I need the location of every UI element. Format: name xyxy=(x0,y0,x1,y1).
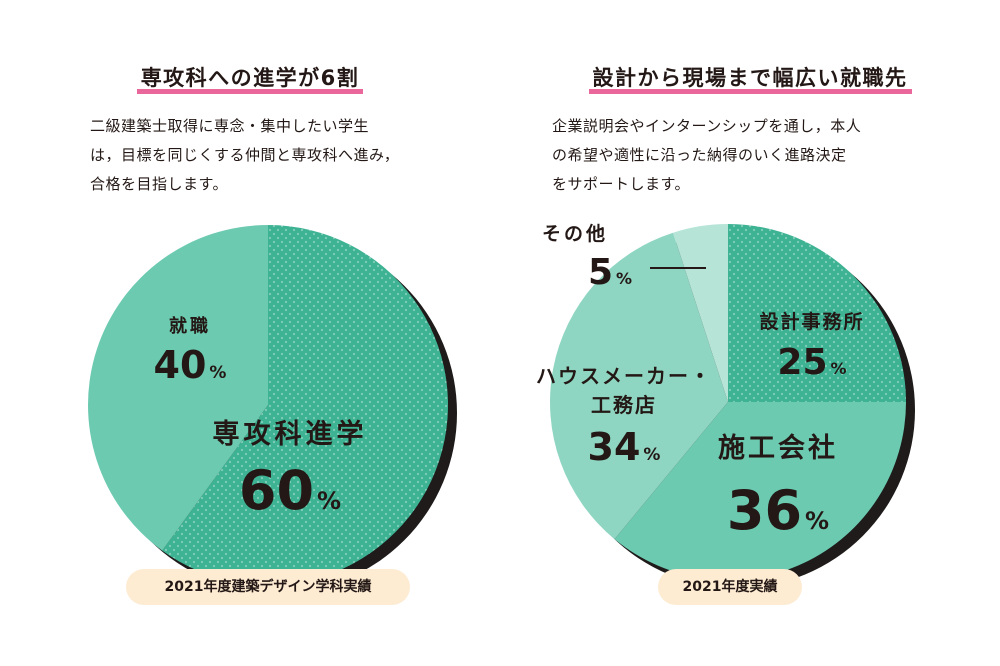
slice-value: 40% xyxy=(154,343,227,387)
right-description: 企業説明会やインターンシップを通し，本人 の希望や適性に沿った納得のいく進路決定… xyxy=(552,112,861,199)
left-panel: 専攻科への進学が6割 二級建築士取得に専念・集中したい学生 は，目標を同じくする… xyxy=(0,62,500,605)
slice-label-text: 施工会社 xyxy=(718,432,838,464)
slice-label-text: 工務店 xyxy=(591,393,657,417)
right-description-line-2: の希望や適性に沿った納得のいく進路決定 xyxy=(552,146,847,164)
left-description-line-3: 合格を目指します。 xyxy=(90,175,229,193)
slice-label-2: 施工会社 36% xyxy=(718,432,838,542)
slice-value: 25% xyxy=(777,342,846,383)
slice-label-2: 就職 40% xyxy=(154,315,227,387)
slice-label-text: 就職 xyxy=(169,315,211,337)
pie-slice-2 xyxy=(88,225,268,551)
left-pie-chart: 専攻科進学 60 % 就職 40% xyxy=(88,225,457,593)
left-description-line-1: 二級建築士取得に専念・集中したい学生 xyxy=(90,117,370,135)
left-title: 専攻科への進学が6割 xyxy=(0,62,500,94)
slice-label-4: その他 5% xyxy=(542,222,706,293)
right-title: 設計から現場まで幅広い就職先 xyxy=(500,62,1000,94)
pie-slice-1-pattern xyxy=(728,224,906,402)
left-description-line-2: は，目標を同じくする仲間と専攻科へ進み， xyxy=(90,146,400,164)
slice-label-text: 専攻科進学 xyxy=(213,418,368,450)
right-badge: 2021年度実績 xyxy=(658,569,802,605)
slice-value: 60% xyxy=(239,459,341,522)
right-panel: 設計から現場まで幅広い就職先 企業説明会やインターンシップを通し，本人 の希望や… xyxy=(500,0,1000,666)
right-pie-chart: 設計事務所 25 % 施工会社 36 % ハウスメーカー・工務店 34 % その他 5% xyxy=(536,222,915,588)
left-description: 二級建築士取得に専念・集中したい学生 は，目標を同じくする仲間と専攻科へ進み， … xyxy=(90,112,399,199)
slice-label-1: 専攻科進学 60% xyxy=(213,418,368,522)
slice-value: 5% xyxy=(588,252,632,293)
slice-label-text: ハウスメーカー・ xyxy=(536,364,712,388)
slice-value: 34% xyxy=(588,425,661,469)
slice-label-1: 設計事務所 25% xyxy=(759,310,864,383)
slice-label-text: 設計事務所 xyxy=(759,310,864,333)
slice-value: 36% xyxy=(727,479,829,542)
pie-slice-2 xyxy=(614,402,906,580)
pie-slice-3 xyxy=(549,232,728,540)
left-badge: 2021年度建築デザイン学科実績 xyxy=(126,569,410,605)
right-description-line-1: 企業説明会やインターンシップを通し，本人 xyxy=(552,117,862,135)
slice-label-text: その他 xyxy=(542,222,608,245)
slice-label-3: ハウスメーカー・工務店 34% xyxy=(536,364,712,469)
right-description-line-3: をサポートします。 xyxy=(552,175,691,193)
pie-slice-1-pattern xyxy=(162,225,449,585)
